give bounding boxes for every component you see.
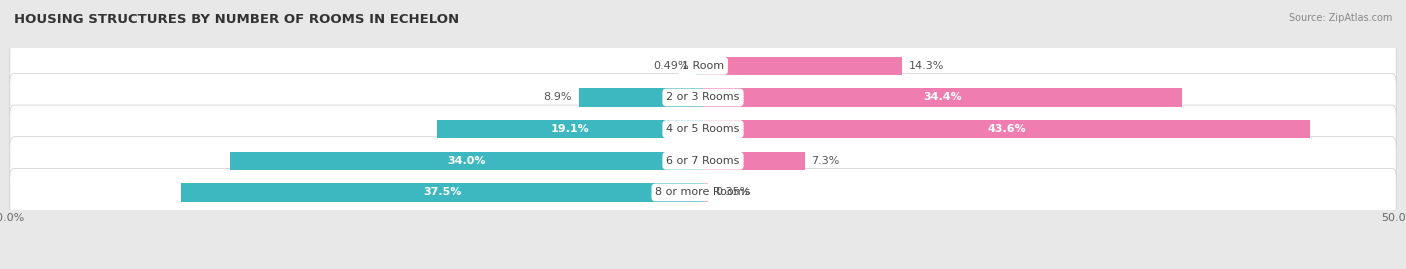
FancyBboxPatch shape <box>10 105 1396 153</box>
Text: 7.3%: 7.3% <box>811 156 839 166</box>
Bar <box>579 88 703 107</box>
Text: 8.9%: 8.9% <box>544 93 572 102</box>
Text: 19.1%: 19.1% <box>551 124 589 134</box>
Text: 4 or 5 Rooms: 4 or 5 Rooms <box>666 124 740 134</box>
FancyBboxPatch shape <box>10 73 1396 122</box>
Bar <box>229 152 703 170</box>
Bar <box>703 120 1310 138</box>
Text: 2 or 3 Rooms: 2 or 3 Rooms <box>666 93 740 102</box>
Text: 37.5%: 37.5% <box>423 187 461 197</box>
Text: 8 or more Rooms: 8 or more Rooms <box>655 187 751 197</box>
Text: 0.49%: 0.49% <box>654 61 689 71</box>
Text: 0.35%: 0.35% <box>714 187 749 197</box>
FancyBboxPatch shape <box>10 42 1396 90</box>
FancyBboxPatch shape <box>10 168 1396 217</box>
Bar <box>703 152 804 170</box>
Bar <box>181 183 703 201</box>
Bar <box>703 57 903 75</box>
FancyBboxPatch shape <box>10 137 1396 185</box>
Bar <box>437 120 703 138</box>
Bar <box>696 57 703 75</box>
Text: 34.4%: 34.4% <box>922 93 962 102</box>
Text: 6 or 7 Rooms: 6 or 7 Rooms <box>666 156 740 166</box>
Text: 1 Room: 1 Room <box>682 61 724 71</box>
Text: 14.3%: 14.3% <box>910 61 945 71</box>
Text: 34.0%: 34.0% <box>447 156 485 166</box>
Text: Source: ZipAtlas.com: Source: ZipAtlas.com <box>1288 13 1392 23</box>
Text: 43.6%: 43.6% <box>987 124 1026 134</box>
Text: HOUSING STRUCTURES BY NUMBER OF ROOMS IN ECHELON: HOUSING STRUCTURES BY NUMBER OF ROOMS IN… <box>14 13 460 26</box>
Bar <box>703 183 707 201</box>
Bar <box>703 88 1182 107</box>
